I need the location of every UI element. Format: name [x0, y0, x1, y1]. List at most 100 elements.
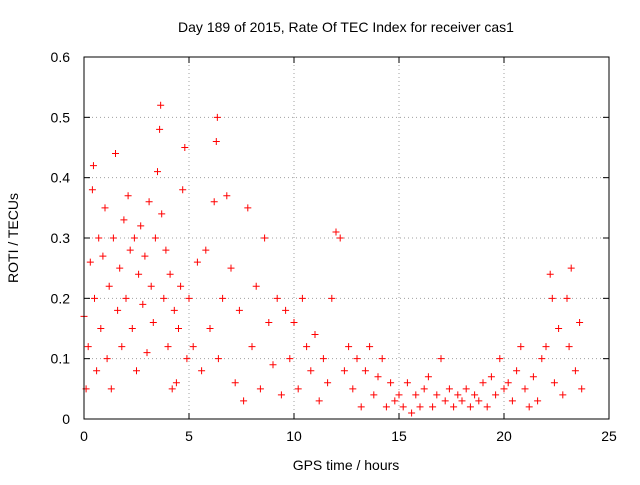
data-point	[441, 397, 449, 405]
data-point	[212, 137, 220, 145]
data-point	[175, 325, 182, 332]
data-point	[328, 294, 336, 302]
data-point	[311, 331, 319, 339]
data-point	[103, 355, 111, 363]
data-point	[412, 391, 420, 399]
data-point	[273, 294, 281, 302]
data-point	[158, 210, 166, 218]
data-point	[265, 318, 273, 326]
data-point	[91, 294, 98, 302]
data-point	[112, 150, 119, 158]
data-point	[487, 373, 495, 381]
plot-frame	[83, 56, 610, 420]
data-point	[213, 113, 221, 121]
x-tick-label: 5	[185, 428, 193, 444]
data-point	[353, 355, 361, 363]
data-point	[124, 192, 132, 200]
data-point	[576, 318, 584, 326]
data-point	[141, 252, 149, 260]
y-tick-label: 0.1	[51, 351, 71, 367]
data-point	[99, 252, 107, 260]
data-point	[521, 385, 529, 393]
data-point	[424, 373, 432, 381]
data-point	[101, 204, 109, 212]
tick-labels: 0 5 10 15 20 25 0 0.1 0.2 0.3 0.4 0.5 0.6	[51, 49, 617, 444]
y-tick-label: 0	[62, 411, 70, 427]
data-point	[130, 234, 138, 242]
data-point	[374, 373, 382, 381]
data-point	[248, 343, 256, 351]
x-tick-label: 10	[286, 428, 302, 444]
y-tick-label: 0.5	[51, 109, 71, 125]
data-point	[479, 379, 487, 387]
data-point	[162, 246, 170, 254]
data-point	[172, 379, 180, 387]
data-point	[147, 282, 155, 290]
data-point	[160, 294, 168, 302]
data-point	[548, 294, 556, 302]
data-point	[126, 246, 134, 254]
data-point	[370, 391, 378, 399]
data-point	[244, 204, 252, 212]
data-point	[578, 385, 586, 393]
data-point	[471, 391, 479, 399]
data-point	[399, 403, 407, 411]
data-point	[504, 379, 512, 387]
chart-title: Day 189 of 2015, Rate Of TEC Index for r…	[178, 19, 514, 35]
data-point	[559, 391, 567, 399]
data-point	[571, 367, 579, 375]
data-point	[525, 403, 533, 411]
data-point	[252, 282, 260, 290]
y-tick-label: 0.2	[51, 290, 71, 306]
data-point	[319, 355, 327, 363]
data-point	[122, 294, 130, 302]
data-point	[303, 343, 311, 351]
data-point	[550, 379, 558, 387]
data-point	[193, 258, 201, 266]
data-point	[89, 162, 97, 170]
data-point	[513, 367, 521, 375]
data-point	[157, 101, 165, 109]
axis-ticks	[83, 56, 610, 420]
data-point	[156, 125, 164, 133]
data-point	[454, 391, 462, 399]
data-point	[391, 397, 399, 405]
data-point	[378, 355, 386, 363]
data-point	[565, 343, 573, 351]
data-point	[206, 325, 214, 332]
data-point	[420, 385, 428, 393]
data-point	[149, 318, 157, 326]
data-point	[492, 391, 500, 399]
data-point	[93, 367, 101, 375]
data-point	[475, 397, 483, 405]
data-point	[315, 397, 323, 405]
data-point	[137, 222, 145, 230]
data-point	[416, 403, 424, 411]
data-point	[290, 318, 298, 326]
data-point	[128, 325, 136, 332]
data-point	[151, 234, 159, 242]
data-point	[567, 264, 575, 272]
data-point	[223, 192, 231, 200]
data-point	[500, 385, 508, 393]
data-point	[179, 186, 187, 194]
data-point	[177, 282, 185, 290]
data-point	[240, 397, 248, 405]
data-point	[483, 403, 491, 411]
data-point	[282, 306, 290, 314]
data-point	[508, 397, 516, 405]
data-point	[231, 379, 239, 387]
data-point	[332, 228, 340, 236]
data-point	[95, 234, 103, 242]
data-point	[269, 361, 277, 369]
data-point	[345, 343, 353, 351]
data-point	[538, 355, 546, 363]
data-point	[529, 373, 537, 381]
data-point	[349, 385, 357, 393]
data-point	[202, 246, 210, 254]
data-point	[517, 343, 525, 351]
y-tick-label: 0.4	[51, 170, 71, 186]
data-point	[189, 343, 197, 351]
data-points	[80, 101, 586, 417]
